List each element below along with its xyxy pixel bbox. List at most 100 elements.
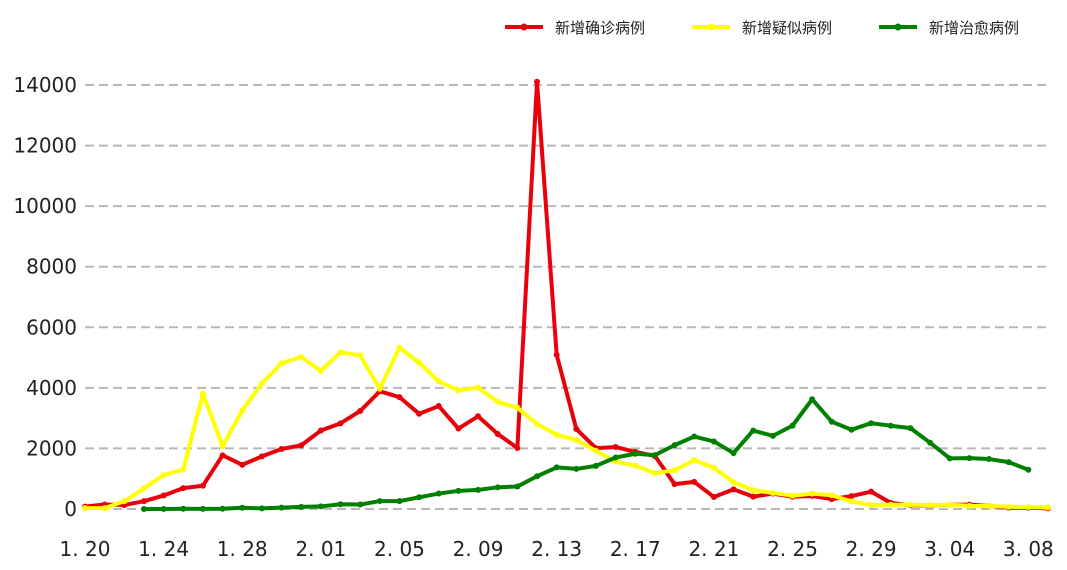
legend-item: 新增疑似病例	[692, 19, 832, 37]
x-tick-label: 3. 04	[924, 537, 975, 561]
data-point	[396, 344, 403, 351]
data-point	[592, 462, 599, 469]
data-point	[809, 396, 816, 403]
data-point	[573, 465, 580, 472]
data-point	[416, 359, 423, 366]
data-point	[160, 492, 167, 499]
data-point	[671, 467, 678, 474]
x-tick-label: 2. 09	[453, 537, 504, 561]
data-point	[475, 384, 482, 391]
series-3	[140, 396, 1032, 512]
data-point	[475, 486, 482, 493]
legend-label: 新增确诊病例	[555, 19, 645, 37]
data-point	[750, 493, 757, 500]
data-point	[887, 422, 894, 429]
series-1	[82, 78, 1051, 512]
data-point	[612, 454, 619, 461]
data-point	[435, 378, 442, 385]
data-point	[239, 407, 246, 414]
data-point	[455, 425, 462, 432]
data-point	[986, 503, 993, 510]
data-point	[160, 472, 167, 479]
data-point	[534, 473, 541, 480]
x-tick-label: 2. 21	[688, 537, 739, 561]
x-tick-label: 1. 24	[138, 537, 189, 561]
data-point	[946, 501, 953, 508]
x-tick-label: 1. 20	[60, 537, 111, 561]
data-point	[1045, 504, 1051, 511]
data-point	[376, 385, 383, 392]
data-point	[907, 501, 914, 508]
data-point	[160, 505, 167, 512]
data-point	[651, 470, 658, 477]
data-point	[730, 479, 737, 486]
data-point	[199, 482, 206, 489]
data-point	[357, 352, 364, 359]
data-point	[730, 450, 737, 457]
legend-item: 新增治愈病例	[879, 19, 1019, 37]
data-point	[298, 503, 305, 510]
data-point	[475, 413, 482, 420]
legend-label: 新增治愈病例	[929, 19, 1019, 37]
data-point	[848, 426, 855, 433]
data-point	[101, 505, 108, 512]
data-point	[494, 398, 501, 405]
data-point	[278, 504, 285, 511]
data-point	[828, 418, 835, 425]
data-point	[553, 431, 560, 438]
data-point	[396, 394, 403, 401]
data-point	[317, 367, 324, 374]
data-point	[828, 492, 835, 499]
data-point	[455, 387, 462, 394]
series-line	[143, 397, 1030, 511]
data-point	[671, 481, 678, 488]
data-point	[121, 498, 128, 505]
data-point	[691, 457, 698, 464]
y-tick-label: 0	[64, 497, 77, 521]
y-tick-label: 6000	[26, 315, 77, 339]
data-point	[455, 487, 462, 494]
data-point	[337, 501, 344, 508]
x-tick-label: 2. 01	[295, 537, 346, 561]
data-point	[946, 455, 953, 462]
data-point	[376, 498, 383, 505]
data-point	[927, 439, 934, 446]
x-tick-label: 2. 29	[846, 537, 897, 561]
legend-marker	[707, 23, 715, 31]
data-point	[750, 487, 757, 494]
data-point	[907, 425, 914, 432]
data-point	[887, 501, 894, 508]
x-axis-tick-labels: 1. 20 1. 24 1. 28 2. 01 2. 05 2. 09 2. 13 2. 17…	[60, 537, 1054, 561]
data-point	[180, 466, 187, 473]
x-tick-label: 3. 08	[1003, 537, 1054, 561]
data-point	[278, 360, 285, 367]
data-point	[986, 456, 993, 463]
data-point	[1025, 504, 1032, 511]
data-point	[553, 351, 560, 358]
data-point	[416, 494, 423, 501]
x-tick-label: 2. 25	[767, 537, 818, 561]
data-point	[514, 404, 521, 411]
data-point	[789, 492, 796, 499]
data-point	[671, 442, 678, 449]
data-point	[1005, 459, 1012, 466]
data-point	[592, 447, 599, 454]
x-tick-label: 2. 05	[374, 537, 425, 561]
data-point	[848, 493, 855, 500]
legend: 新增确诊病例 新增疑似病例 新增治愈病例	[505, 19, 1019, 37]
data-point	[534, 78, 541, 85]
data-point	[651, 452, 658, 459]
data-point	[357, 501, 364, 508]
y-tick-label: 8000	[26, 255, 77, 279]
data-point	[357, 408, 364, 415]
data-point	[691, 433, 698, 440]
legend-marker	[894, 23, 902, 31]
data-point	[416, 410, 423, 417]
data-point	[809, 490, 816, 497]
data-point	[573, 426, 580, 433]
x-tick-label: 2. 13	[531, 537, 582, 561]
data-point	[140, 498, 147, 505]
data-point	[258, 453, 265, 460]
series-lines	[82, 78, 1051, 512]
data-point	[1005, 503, 1012, 510]
